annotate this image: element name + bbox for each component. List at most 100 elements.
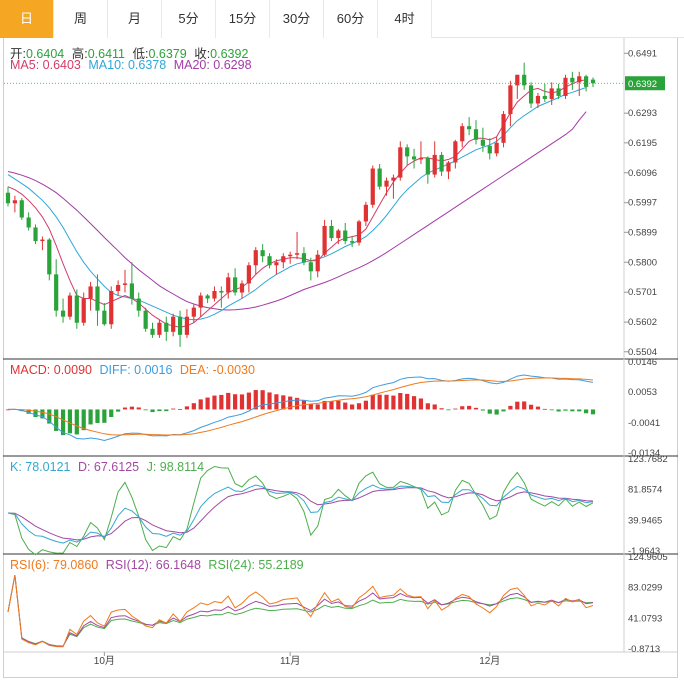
macd-bar bbox=[233, 394, 238, 410]
candle bbox=[274, 262, 279, 266]
candle bbox=[150, 328, 155, 335]
candle bbox=[81, 298, 86, 323]
macd-bar bbox=[260, 390, 265, 410]
candle bbox=[315, 254, 320, 272]
candle bbox=[74, 295, 79, 323]
candle bbox=[356, 221, 362, 243]
rsi24-legend-value: RSI(24): 55.2189 bbox=[208, 558, 304, 572]
candle bbox=[439, 154, 444, 172]
candle bbox=[329, 225, 334, 239]
macd-bar bbox=[177, 409, 183, 410]
candle bbox=[33, 227, 38, 242]
diff-legend-value: DIFF: 0.0016 bbox=[99, 363, 173, 377]
price-tick-label: 0.5602 bbox=[628, 317, 657, 328]
macd-bar bbox=[418, 398, 424, 410]
macd-bar bbox=[391, 395, 396, 410]
macd-bar bbox=[308, 404, 313, 410]
candle bbox=[480, 139, 485, 146]
macd-bar bbox=[411, 396, 417, 410]
macd-bar bbox=[439, 408, 444, 410]
candle bbox=[47, 239, 52, 275]
candle bbox=[40, 239, 45, 242]
candle bbox=[350, 241, 355, 243]
candle bbox=[198, 295, 203, 308]
close-label: 收: bbox=[194, 47, 211, 61]
candle bbox=[246, 265, 251, 284]
macd-bar bbox=[453, 408, 458, 410]
tab-5[interactable]: 30分 bbox=[270, 0, 324, 38]
tab-0[interactable]: 日 bbox=[0, 0, 54, 38]
candle bbox=[515, 74, 520, 86]
rsi24-line bbox=[7, 575, 594, 647]
candle bbox=[370, 168, 375, 205]
tab-3[interactable]: 5分 bbox=[162, 0, 216, 38]
candle bbox=[322, 225, 327, 255]
candle bbox=[343, 230, 348, 242]
macd-bar bbox=[40, 409, 45, 419]
candle bbox=[177, 316, 183, 335]
rsi6-legend-value: RSI(6): 79.0860 bbox=[10, 558, 99, 572]
macd-bar bbox=[219, 394, 224, 410]
kdj-tick-label: -1.9643 bbox=[628, 546, 660, 557]
candle bbox=[12, 200, 17, 204]
k-legend-value: K: 78.0121 bbox=[10, 460, 71, 474]
macd-bar bbox=[157, 409, 162, 412]
k-line bbox=[7, 484, 594, 544]
chart-frame bbox=[3, 38, 678, 678]
macd-bar bbox=[33, 409, 38, 418]
macd-bar bbox=[343, 402, 348, 410]
macd-bar bbox=[288, 396, 293, 410]
tab-7[interactable]: 4时 bbox=[378, 0, 432, 38]
candle bbox=[494, 142, 499, 154]
tab-4[interactable]: 15分 bbox=[216, 0, 270, 38]
macd-bar bbox=[294, 397, 300, 410]
macd-bar bbox=[363, 400, 368, 410]
macd-bar bbox=[205, 397, 210, 410]
price-tick-label: 0.5899 bbox=[628, 227, 657, 238]
macd-tick-label: 0.0053 bbox=[628, 387, 657, 398]
macd-bar bbox=[281, 395, 286, 410]
tab-2[interactable]: 月 bbox=[108, 0, 162, 38]
macd-legend: MACD: 0.0090 DIFF: 0.0016 DEA: -0.0030 bbox=[10, 363, 259, 377]
ma20-legend: MA20: 0.6298 bbox=[173, 58, 252, 72]
ma10-line bbox=[7, 87, 587, 321]
macd-bar bbox=[350, 404, 355, 410]
candle bbox=[191, 307, 196, 317]
close-value: 0.6392 bbox=[210, 47, 249, 61]
candle bbox=[432, 154, 437, 175]
open-value: 0.6404 bbox=[25, 47, 65, 61]
candle bbox=[549, 88, 554, 99]
candle bbox=[129, 283, 134, 299]
ma5-legend: MA5: 0.6403 bbox=[10, 58, 81, 72]
macd-bar bbox=[109, 409, 114, 417]
macd-bar bbox=[171, 408, 176, 410]
time-tick-label: 12月 bbox=[479, 655, 500, 667]
candle bbox=[88, 286, 93, 299]
price-tick-label: 0.5997 bbox=[628, 198, 657, 209]
macd-bar bbox=[122, 407, 128, 410]
dea-line bbox=[8, 377, 594, 436]
candle bbox=[391, 177, 396, 181]
macd-bar bbox=[143, 409, 148, 411]
candle bbox=[136, 298, 141, 311]
price-tick-label: 0.5800 bbox=[628, 257, 657, 268]
macd-bar bbox=[102, 409, 107, 423]
macd-bar bbox=[95, 409, 100, 423]
macd-bar bbox=[473, 407, 479, 410]
rsi-legend: RSI(6): 79.0860 RSI(12): 66.1648 RSI(24)… bbox=[10, 558, 308, 572]
candle bbox=[226, 277, 231, 293]
candle bbox=[164, 322, 169, 332]
macd-bar bbox=[501, 409, 506, 412]
macd-bar bbox=[432, 404, 437, 410]
tab-6[interactable]: 60分 bbox=[324, 0, 378, 38]
ma5-line bbox=[7, 79, 587, 328]
macd-bar bbox=[584, 409, 589, 414]
candle bbox=[26, 217, 31, 228]
time-tick-label: 11月 bbox=[280, 655, 300, 667]
macd-bar bbox=[212, 395, 217, 410]
macd-bar bbox=[150, 409, 155, 413]
rsi-tick-label: 41.0793 bbox=[628, 613, 662, 624]
tab-1[interactable]: 周 bbox=[54, 0, 108, 38]
candle bbox=[590, 79, 596, 84]
